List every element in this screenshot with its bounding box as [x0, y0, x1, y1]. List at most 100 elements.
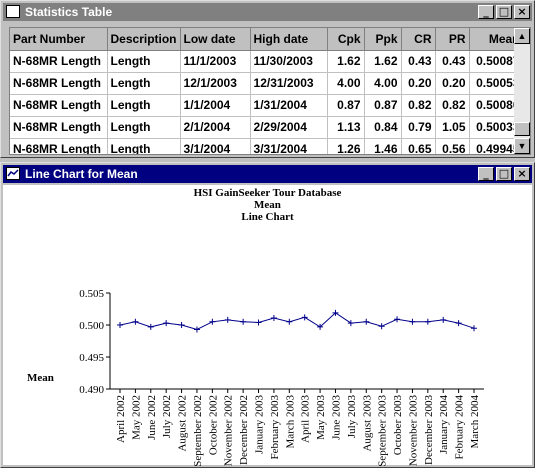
table-cell[interactable]: 0.84: [364, 116, 402, 139]
table-cell[interactable]: 11/30/2003: [250, 50, 328, 73]
column-header[interactable]: Ppk: [364, 28, 402, 51]
data-point: [394, 316, 401, 323]
table-row[interactable]: N-68MR Length Length 11/1/2003 11/30/2003 1.…: [10, 50, 524, 73]
line-chart-titlebar[interactable]: Line Chart for Mean _ □ ×: [3, 165, 532, 183]
column-header[interactable]: High date: [250, 28, 328, 51]
data-point: [424, 318, 431, 325]
table-cell[interactable]: 0.43: [401, 50, 436, 73]
table-cell[interactable]: Length: [107, 94, 181, 117]
chart-icon[interactable]: [6, 167, 20, 180]
maximize-button[interactable]: □: [496, 167, 512, 181]
column-header[interactable]: Description: [107, 28, 181, 51]
table-cell[interactable]: 1.62: [364, 50, 402, 73]
y-tick-label: 0.490: [79, 384, 104, 396]
x-tick-label: September 2003: [377, 395, 389, 467]
x-tick-label: December 2003: [423, 395, 435, 465]
data-point: [240, 318, 247, 325]
table-row[interactable]: N-68MR Length Length 1/1/2004 1/31/2004 0.87…: [10, 94, 524, 117]
table-row[interactable]: N-68MR Length Length 3/1/2004 3/31/2004 1.26…: [10, 138, 524, 154]
scroll-down-button[interactable]: ▼: [514, 138, 530, 154]
minimize-button[interactable]: _: [478, 167, 494, 181]
table-cell[interactable]: 0.50053: [469, 72, 524, 95]
table-cell[interactable]: 0.87: [327, 94, 365, 117]
table-cell[interactable]: N-68MR Length: [10, 72, 108, 95]
table-cell[interactable]: Length: [107, 72, 181, 95]
table-cell[interactable]: 1/31/2004: [250, 94, 328, 117]
table-cell[interactable]: Length: [107, 138, 181, 154]
table-cell[interactable]: 1.26: [327, 138, 365, 154]
chart-title: HSI GainSeeker Tour Database: [193, 187, 342, 199]
vertical-scrollbar[interactable]: ▲ ▼: [514, 28, 530, 154]
table-cell[interactable]: N-68MR Length: [10, 50, 108, 73]
table-cell[interactable]: 12/31/2003: [250, 72, 328, 95]
data-point: [455, 320, 462, 327]
table-cell[interactable]: 1.46: [364, 138, 402, 154]
data-point: [317, 323, 324, 330]
x-tick-label: April 2002: [115, 395, 127, 443]
close-button[interactable]: ×: [514, 167, 530, 181]
table-cell[interactable]: N-68MR Length: [10, 116, 108, 139]
table-cell[interactable]: 2/1/2004: [180, 116, 251, 139]
chart-type-label: Line Chart: [241, 211, 294, 223]
scroll-thumb[interactable]: [514, 122, 530, 136]
table-row[interactable]: N-68MR Length Length 12/1/2003 12/31/2003 4.…: [10, 72, 524, 95]
table-cell[interactable]: 1.05: [435, 116, 470, 139]
table-cell[interactable]: Length: [107, 50, 181, 73]
close-button[interactable]: ×: [514, 5, 530, 19]
column-header[interactable]: PR: [435, 28, 470, 51]
table-cell[interactable]: 4.00: [364, 72, 402, 95]
minimize-button[interactable]: _: [478, 5, 494, 19]
column-header[interactable]: Mean: [469, 28, 524, 51]
table-cell[interactable]: 0.50087: [469, 50, 524, 73]
table-cell[interactable]: 0.20: [435, 72, 470, 95]
x-tick-label: June 2003: [330, 395, 342, 440]
table-cell[interactable]: 1.62: [327, 50, 365, 73]
table-cell[interactable]: Length: [107, 116, 181, 139]
table-cell[interactable]: 0.20: [401, 72, 436, 95]
x-tick-label: December 2002: [238, 395, 250, 465]
column-header[interactable]: CR: [401, 28, 436, 51]
table-cell[interactable]: 3/31/2004: [250, 138, 328, 154]
x-tick-label: June 2002: [146, 395, 158, 440]
table-cell[interactable]: 4.00: [327, 72, 365, 95]
table-cell[interactable]: 3/1/2004: [180, 138, 251, 154]
statistics-table-titlebar[interactable]: Statistics Table _ □ ×: [3, 3, 532, 21]
data-point: [378, 323, 385, 330]
table-cell[interactable]: 0.65: [401, 138, 436, 154]
data-point: [193, 326, 200, 333]
statistics-grid: Part Number Description Low date High date C…: [9, 27, 531, 155]
table-cell[interactable]: 0.79: [401, 116, 436, 139]
table-cell[interactable]: 1.13: [327, 116, 365, 139]
data-point: [163, 320, 170, 327]
data-point: [209, 318, 216, 325]
table-row[interactable]: N-68MR Length Length 2/1/2004 2/29/2004 1.13…: [10, 116, 524, 139]
table-cell[interactable]: 1/1/2004: [180, 94, 251, 117]
x-tick-label: October 2003: [392, 395, 404, 456]
table-cell[interactable]: N-68MR Length: [10, 94, 108, 117]
x-tick-label: November 2002: [223, 395, 235, 466]
data-point: [332, 309, 339, 316]
chart-subtitle: Mean: [254, 199, 281, 211]
column-header[interactable]: Low date: [180, 28, 251, 51]
table-cell[interactable]: 12/1/2003: [180, 72, 251, 95]
data-point: [255, 319, 262, 326]
table-cell[interactable]: N-68MR Length: [10, 138, 108, 154]
table-cell[interactable]: 0.87: [364, 94, 402, 117]
y-tick-label: 0.495: [79, 352, 104, 364]
table-cell[interactable]: 0.43: [435, 50, 470, 73]
table-cell[interactable]: 0.82: [401, 94, 436, 117]
maximize-button[interactable]: □: [496, 5, 512, 19]
column-header[interactable]: Cpk: [327, 28, 365, 51]
data-point: [178, 322, 185, 328]
table-cell[interactable]: 0.82: [435, 94, 470, 117]
table-cell[interactable]: 0.50033: [469, 116, 524, 139]
table-cell[interactable]: 0.56: [435, 138, 470, 154]
table-cell[interactable]: 11/1/2003: [180, 50, 251, 73]
x-tick-label: February 2004: [454, 395, 466, 460]
x-tick-label: October 2002: [207, 395, 219, 455]
column-header[interactable]: Part Number: [10, 28, 108, 51]
window-icon[interactable]: [6, 5, 20, 18]
scroll-up-button[interactable]: ▲: [514, 28, 530, 44]
table-cell[interactable]: 2/29/2004: [250, 116, 328, 139]
